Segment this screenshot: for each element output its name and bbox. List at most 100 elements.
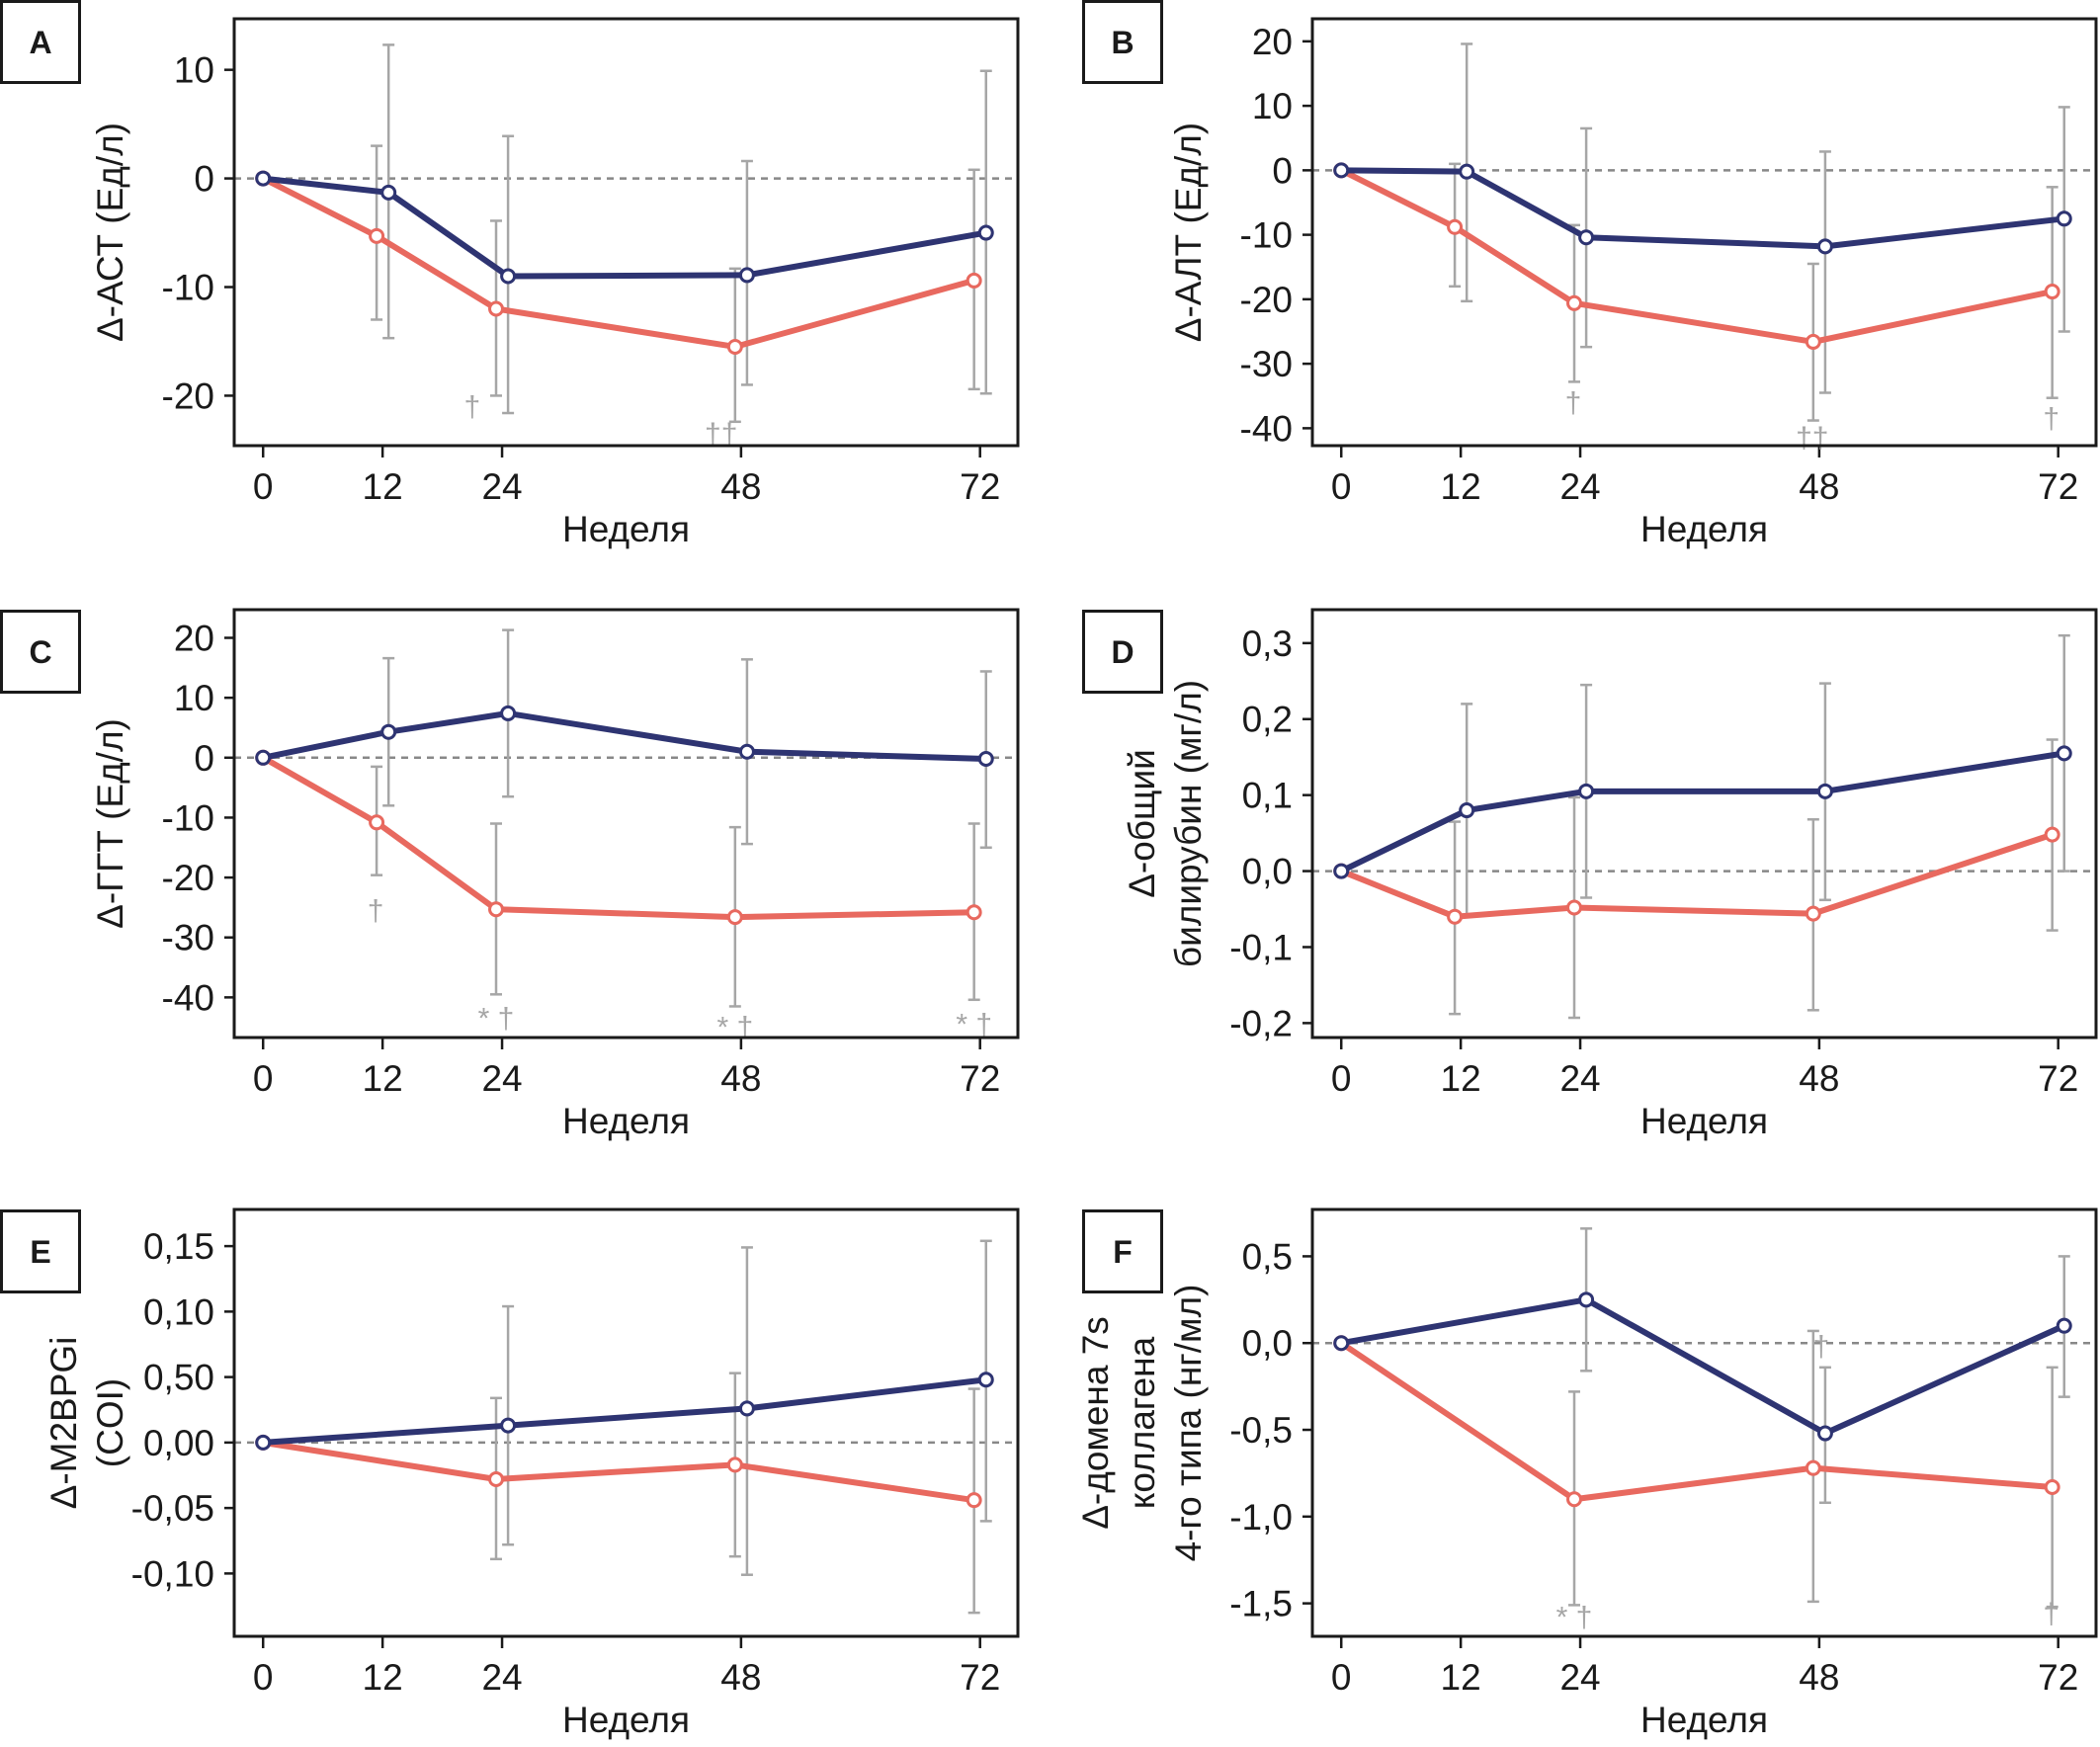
significance-marker: * † [716, 1012, 753, 1044]
data-point [255, 749, 272, 766]
panel-label: E [30, 1234, 50, 1270]
panel-d: D 0,3 0,2 0,1 0,0 -0,1 -0,2 0 12 24 48 72 Неделя Δ-об… [1082, 608, 2098, 1141]
y-axis-title: билирубин (мг/л) [1168, 680, 1209, 967]
panel-label: D [1111, 634, 1134, 670]
panel-f: F 0,5 0,0 -0,5 -1,0 -1,5 0 12 24 48 72 Неделя Δ-доме… [1075, 1207, 2098, 1740]
data-point [488, 1470, 505, 1487]
significance-marker: * † [1556, 1602, 1593, 1634]
x-tick-label: 0 [253, 1657, 274, 1698]
data-point [726, 909, 743, 926]
y-tick-label: 0,00 [143, 1423, 214, 1463]
data-point [738, 743, 755, 760]
data-point [977, 1372, 994, 1388]
x-tick-label: 48 [720, 466, 761, 507]
data-point [500, 1417, 517, 1434]
y-axis-title: Δ-АСТ (Ед/л) [90, 123, 130, 342]
y-axis-title: Δ-домена 7s [1075, 1316, 1116, 1530]
y-axis-title: Δ-ГГТ (Ед/л) [90, 718, 130, 929]
y-tick-label: 0 [1272, 150, 1293, 191]
significance-marker: † [1813, 1331, 1830, 1364]
significance-marker: † [368, 894, 384, 927]
y-tick-label: 0,0 [1242, 852, 1293, 892]
data-point [977, 224, 994, 241]
panel-label-box [0, 610, 81, 694]
data-point [369, 814, 385, 831]
series-line [1340, 831, 2054, 920]
data-point [726, 1456, 743, 1473]
data-point [1816, 238, 1833, 255]
data-point [1805, 1459, 1821, 1476]
plot-frame [1310, 1207, 2098, 1638]
series-line [261, 755, 974, 921]
y-tick-label: -0,5 [1229, 1410, 1293, 1451]
panel-c: C 20 10 0 -10 -20 -30 -40 0 12 24 48 72 Неделя Δ-ГГТ (… [0, 608, 1020, 1141]
x-tick-label: 24 [1559, 466, 1600, 507]
y-tick-label: 0 [194, 159, 214, 200]
panel-label-box [0, 1209, 81, 1293]
y-tick-label: -1,0 [1229, 1497, 1293, 1538]
data-point [966, 1492, 982, 1509]
series-line [262, 1439, 975, 1504]
y-tick-label: -20 [1240, 280, 1293, 320]
plot-frame [232, 608, 1020, 1040]
x-tick-label: 12 [363, 1657, 403, 1698]
y-tick-label: -0,10 [131, 1553, 214, 1594]
y-tick-label: 10 [174, 50, 214, 91]
y-tick-label: -0,1 [1229, 927, 1293, 967]
y-tick-label: -10 [162, 268, 214, 308]
panel-label-box [1082, 1209, 1163, 1293]
y-tick-label: 0,0 [1242, 1323, 1293, 1364]
y-tick-label: -10 [162, 797, 214, 838]
panel-b: B 20 10 0 -10 -20 -30 -40 0 12 24 48 72 Неделя Δ-АЛТ (… [1082, 0, 2098, 549]
significance-marker: † [1565, 386, 1582, 419]
data-point [380, 184, 397, 201]
x-tick-label: 24 [1559, 1657, 1600, 1698]
data-point [1578, 783, 1595, 799]
y-tick-label: -30 [1240, 344, 1293, 384]
x-tick-label: 24 [1559, 1058, 1600, 1099]
x-tick-label: 48 [1799, 1657, 1839, 1698]
data-point [966, 904, 982, 921]
y-tick-label: 0,3 [1242, 624, 1293, 664]
x-tick-label: 12 [1441, 466, 1481, 507]
data-point [1578, 1291, 1595, 1308]
y-tick-label: -40 [1240, 408, 1293, 449]
y-axis-title: коллагена [1122, 1336, 1162, 1509]
panel-label: F [1113, 1234, 1133, 1270]
plot-frame [232, 17, 1020, 448]
significance-marker: † [2043, 1598, 2059, 1630]
data-point [1816, 1425, 1833, 1442]
data-point [2044, 284, 2060, 300]
y-tick-label: 10 [1252, 86, 1293, 126]
data-point [1566, 294, 1583, 311]
significance-marker: †† [1796, 422, 1828, 455]
y-tick-label: 0 [194, 738, 214, 779]
data-point [1566, 1491, 1583, 1508]
y-tick-label: 0,10 [143, 1291, 214, 1332]
series-line [262, 175, 987, 280]
y-tick-label: 20 [1252, 22, 1293, 62]
x-tick-label: 0 [253, 466, 274, 507]
x-tick-label: 0 [1331, 1657, 1352, 1698]
panel-label-box [1082, 610, 1163, 694]
series-line [1339, 750, 2065, 874]
y-tick-label: -20 [162, 375, 214, 416]
panel-label: B [1111, 25, 1134, 60]
plot-frame [232, 1207, 1020, 1638]
data-point [380, 723, 397, 740]
data-point [1805, 333, 1821, 350]
data-point [1816, 783, 1833, 799]
significance-marker: † [463, 390, 480, 423]
y-tick-label: 0,5 [1242, 1236, 1293, 1277]
data-point [738, 1400, 755, 1417]
data-point [1333, 1335, 1350, 1352]
y-tick-label: -0,05 [131, 1488, 214, 1529]
y-axis-title: Δ-M2BPGi [43, 1337, 84, 1510]
data-point [255, 1434, 272, 1451]
x-tick-label: 0 [253, 1058, 274, 1099]
x-tick-label: 12 [1441, 1058, 1481, 1099]
data-point [1459, 163, 1475, 180]
data-point [1805, 905, 1821, 922]
data-point [1447, 908, 1464, 925]
significance-marker: † [2043, 403, 2059, 436]
